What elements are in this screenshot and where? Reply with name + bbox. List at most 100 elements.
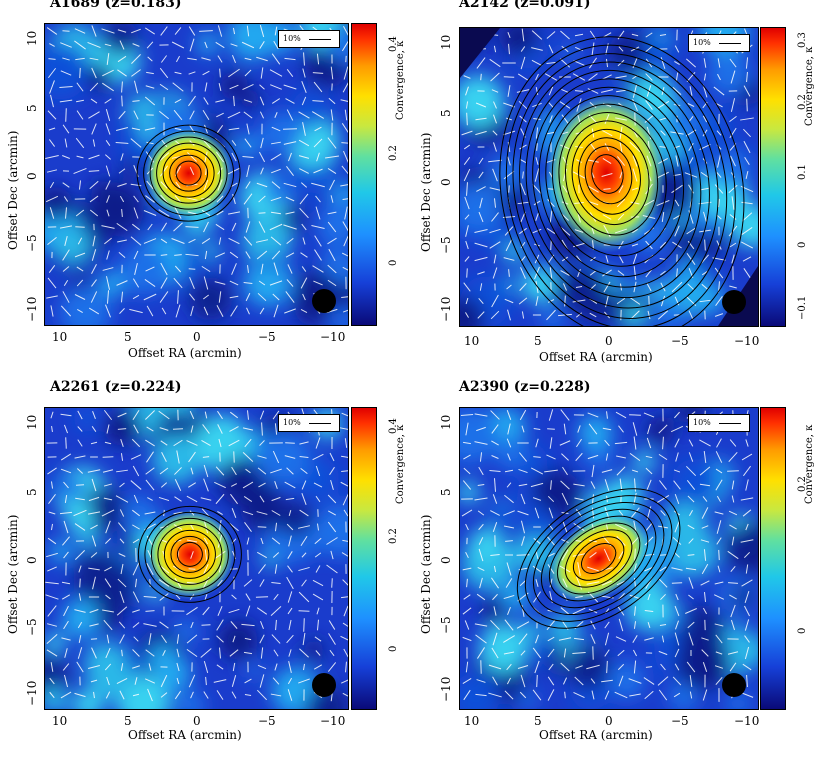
colorbar-tick-label: 0 <box>797 628 808 634</box>
y-tick-label: 5 <box>25 104 39 112</box>
noise-blob <box>99 272 124 297</box>
noise-blob <box>672 459 718 505</box>
noise-blob <box>708 52 751 95</box>
colorbar-tick-label: 0.1 <box>797 164 808 180</box>
shear-whisker <box>575 91 583 92</box>
shear-whisker <box>607 661 608 673</box>
shear-whisker <box>312 101 323 102</box>
x-tick-label: 5 <box>124 330 132 344</box>
y-tick-label: 10 <box>439 35 453 50</box>
shear-whisker <box>132 101 139 102</box>
y-tick-label: 5 <box>439 488 453 496</box>
x-tick-label: 10 <box>52 330 67 344</box>
shear-whisker <box>509 185 510 192</box>
x-tick-label: −10 <box>320 714 345 728</box>
colorbar-tick-label: 0 <box>388 260 399 266</box>
y-tick-label: 10 <box>25 31 39 46</box>
y-tick-label: 0 <box>439 556 453 564</box>
y-tick-label: −5 <box>439 236 453 254</box>
shear-whisker <box>62 31 69 32</box>
convergence-map: 10% <box>459 27 759 327</box>
x-tick-label: 5 <box>534 714 542 728</box>
noise-blob <box>731 586 754 609</box>
shear-whisker <box>66 437 67 448</box>
shear-whisker <box>76 485 84 486</box>
x-tick-label: −10 <box>734 334 759 348</box>
noise-blob <box>487 505 514 532</box>
x-tick-label: −10 <box>734 714 759 728</box>
shear-whisker <box>341 143 348 144</box>
colorbar-tick-label: 0 <box>388 646 399 652</box>
noise-blob <box>661 277 690 306</box>
y-tick-label: 10 <box>25 415 39 430</box>
shear-whisker <box>103 457 114 458</box>
shear-whisker <box>230 569 237 570</box>
shear-whisker <box>719 550 720 560</box>
x-tick-label: 0 <box>605 334 613 348</box>
x-tick-label: −10 <box>320 330 345 344</box>
shear-whisker <box>80 68 81 78</box>
noise-blob <box>220 72 248 100</box>
noise-blob <box>45 475 61 491</box>
map-svg <box>45 24 348 325</box>
shear-whisker <box>565 692 566 699</box>
colorbar-label: Convergence, κ <box>804 425 815 504</box>
convergence-map: 10% <box>44 23 349 326</box>
noise-blob <box>196 33 218 55</box>
shear-whisker <box>258 527 267 528</box>
noise-blob <box>278 501 314 537</box>
x-axis-label: Offset RA (arcmin) <box>539 728 653 742</box>
panel-a1689: A1689 (z=0.183) 10% 0 0.2 0.4 Convergenc… <box>0 0 408 374</box>
colorbar-label: Convergence, κ <box>395 425 406 504</box>
shear-whisker <box>234 451 235 462</box>
colorbar <box>760 407 786 710</box>
smoothing-beam <box>312 673 336 697</box>
noise-blob <box>152 435 201 484</box>
convergence-map: 10% <box>44 407 349 710</box>
shear-whisker <box>118 429 126 430</box>
x-tick-label: −5 <box>671 714 689 728</box>
noise-blob <box>517 487 534 504</box>
noise-blob <box>184 253 206 275</box>
shear-whisker <box>89 171 99 172</box>
smoothing-beam <box>722 290 746 314</box>
colorbar <box>351 407 377 710</box>
whisker-scale-legend: 10% <box>278 414 340 432</box>
x-tick-label: −5 <box>258 714 276 728</box>
whisker-scale-legend: 10% <box>688 414 750 432</box>
y-axis-label: Offset Dec (arcmin) <box>419 515 433 634</box>
shear-whisker <box>467 113 468 126</box>
x-tick-label: −5 <box>258 330 276 344</box>
panel-a2261: A2261 (z=0.224) 10% 0 0.2 0.4 Convergenc… <box>0 384 408 758</box>
y-axis-label: Offset Dec (arcmin) <box>6 515 20 634</box>
x-axis-label: Offset RA (arcmin) <box>128 346 242 360</box>
shear-whisker <box>505 541 513 542</box>
noise-blob <box>155 656 191 692</box>
shear-whisker <box>122 96 123 107</box>
colorbar-tick-label: 0.3 <box>797 32 808 48</box>
shear-whisker <box>304 618 305 632</box>
noise-blob <box>262 112 302 152</box>
noise-blob <box>54 227 92 265</box>
legend-label: 10% <box>283 34 301 43</box>
panel-a2142: A2142 (z=0.091) 10% −0.1 0 0.1 0.2 0.3 C… <box>409 0 817 374</box>
shear-whisker <box>537 675 538 687</box>
x-tick-label: −5 <box>671 334 689 348</box>
colorbar-tick-label: −0.1 <box>797 296 808 320</box>
shear-whisker <box>481 74 482 80</box>
noise-blob <box>481 599 506 624</box>
shear-whisker <box>199 31 213 32</box>
x-tick-label: 5 <box>124 714 132 728</box>
y-tick-label: 5 <box>25 488 39 496</box>
noise-blob <box>264 175 292 203</box>
shear-whisker <box>332 578 333 587</box>
y-tick-label: −5 <box>439 616 453 634</box>
legend-line <box>719 423 741 424</box>
noise-blob <box>73 551 126 604</box>
noise-blob <box>196 436 229 469</box>
noise-blob <box>566 645 611 690</box>
shear-whisker <box>551 240 552 250</box>
map-svg <box>460 28 758 326</box>
colorbar <box>351 23 377 326</box>
noise-blob <box>532 641 553 662</box>
